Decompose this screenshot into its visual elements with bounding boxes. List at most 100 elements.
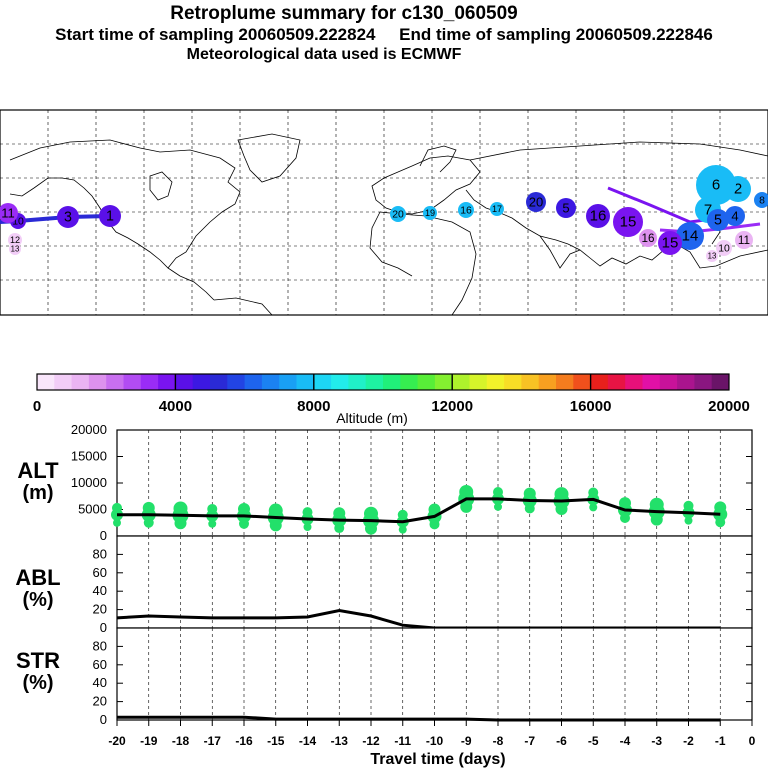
altitude-colorbar: 0 4000 8000 12000 16000 20000 Altitude (m) (33, 373, 750, 426)
x-tick-label: -5 (588, 734, 599, 748)
colorbar-tick-label: 0 (33, 398, 41, 415)
alt-spread-point (364, 506, 378, 521)
alt-spread-point (523, 487, 536, 500)
colorbar-swatch (521, 374, 540, 390)
x-tick-label: -9 (461, 734, 472, 748)
alt-spread-point (238, 502, 250, 515)
colorbar-frame (36, 373, 730, 391)
alt-ytick-label: 0 (100, 528, 107, 543)
plume-point-label: 19 (425, 208, 435, 218)
alt-spread-point (303, 522, 312, 531)
abl-ytick-label: 0 (100, 620, 107, 635)
coast-asia (465, 141, 768, 269)
plume-point (526, 192, 546, 212)
colorbar-tick-label: 12000 (431, 398, 473, 415)
x-tick-label: -17 (204, 734, 222, 748)
colorbar-swatch (244, 374, 263, 390)
alt-ytick-label: 20000 (71, 422, 107, 437)
colorbar-swatch (158, 374, 176, 390)
plume-point-label: 16 (590, 208, 607, 225)
colorbar-swatch (37, 374, 55, 390)
met-data-note: Meteorological data used is ECMWF (186, 46, 462, 63)
colorbar-swatch (279, 374, 297, 390)
plume-point (57, 206, 79, 228)
plume-point-label: 10 (718, 244, 730, 255)
colorbar-swatch (573, 374, 592, 390)
str-panel: 0 20 40 60 80 STR(%) (16, 627, 753, 727)
colorbar-swatch (642, 374, 661, 390)
plume-point (706, 250, 718, 262)
alt-spread-point (714, 501, 727, 514)
plume-point (9, 243, 21, 255)
abl-frame (116, 535, 753, 629)
plume-point-label: 2 (734, 181, 742, 198)
x-tick-label: -3 (651, 734, 662, 748)
colorbar-swatch (486, 374, 505, 390)
plume-point (390, 206, 406, 222)
colorbar-swatch (106, 374, 124, 390)
plume-point (490, 202, 504, 216)
colorbar-tick-label: 8000 (297, 398, 330, 415)
coast-central-america (167, 267, 215, 301)
abl-label: ABL (15, 565, 60, 590)
plume-point (716, 240, 732, 256)
plume-point-label: 5 (714, 213, 722, 229)
alt-spread-point (207, 503, 218, 514)
alt-spread-point (459, 485, 474, 500)
plume-point-label: 1 (106, 209, 114, 225)
colorbar-tick-label: 4000 (159, 398, 192, 415)
plume-point-label: 4 (731, 209, 738, 224)
plume-point-label: 13 (11, 245, 20, 254)
colorbar-swatch (123, 374, 142, 390)
colorbar-swatch (88, 374, 107, 390)
plume-point (735, 231, 753, 249)
str-ytick-label: 40 (93, 675, 107, 690)
colorbar-swatch (607, 374, 626, 390)
x-tick-label: -14 (299, 734, 317, 748)
plume-point (8, 233, 22, 247)
plume-point-label: 12 (10, 235, 20, 245)
x-tick-label: -10 (426, 734, 444, 748)
colorbar-swatch (659, 374, 678, 390)
plume-point (707, 209, 729, 231)
colorbar-swatch (313, 374, 332, 390)
plume-point (696, 165, 736, 205)
plume-point-label: 11 (1, 206, 15, 221)
x-tick-label: -1 (715, 734, 726, 748)
colorbar-swatch (504, 374, 522, 390)
colorbar-swatch (175, 374, 194, 390)
x-tick-label: -20 (108, 734, 126, 748)
alt-spread-point (588, 487, 599, 498)
abl-ytick-label: 60 (93, 565, 107, 580)
plume-point-label: 13 (708, 252, 717, 261)
coastlines (9, 133, 768, 316)
x-tick-label: -6 (556, 734, 567, 748)
x-tick-label: -4 (620, 734, 631, 748)
coast-india (539, 235, 581, 269)
colorbar-swatch (331, 374, 349, 390)
plume-point-label: 11 (738, 234, 750, 247)
alt-spread-point (428, 503, 441, 516)
str-ytick-label: 60 (93, 657, 107, 672)
str-ytick-label: 0 (100, 712, 107, 727)
x-tick-label: -13 (331, 734, 349, 748)
plume-point-label: 7 (704, 202, 712, 219)
x-axis-title: Travel time (days) (370, 751, 505, 768)
plume-point (676, 222, 704, 250)
alt-ytick-label: 5000 (78, 502, 107, 517)
colorbar-swatch (400, 374, 419, 390)
alt-unit: (m) (22, 482, 53, 504)
colorbar-swatch (469, 374, 488, 390)
plume-point-label: 20 (392, 210, 404, 221)
x-tick-label: -7 (524, 734, 535, 748)
colorbar-swatch (296, 374, 315, 390)
colorbar-swatch (227, 374, 246, 390)
alt-spread-point (112, 502, 122, 513)
colorbar-swatch (452, 374, 470, 390)
colorbar-title: Altitude (m) (336, 410, 408, 426)
colorbar-swatch (434, 374, 453, 390)
alt-spread-point (397, 509, 408, 520)
abl-ytick-label: 40 (93, 583, 107, 598)
